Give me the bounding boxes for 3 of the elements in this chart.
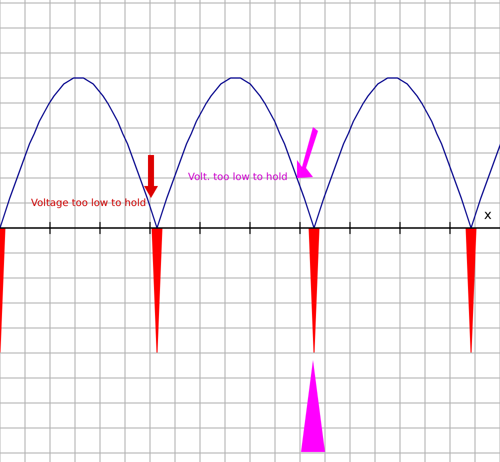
annotation: Volt. too low to hold [188,172,288,183]
annotation: Voltage too low to hold [31,198,146,209]
x-axis-title: x [484,208,492,223]
